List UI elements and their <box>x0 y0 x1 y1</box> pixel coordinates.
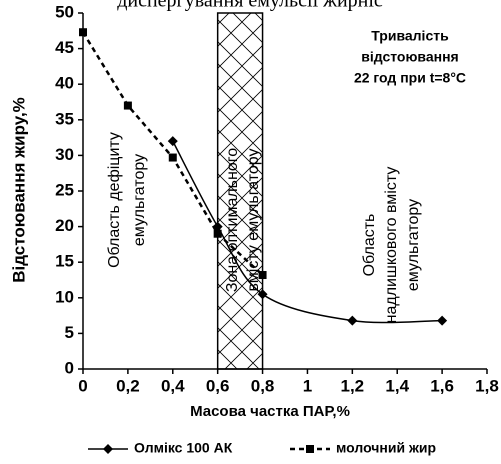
y-tick-label: 25 <box>55 180 74 199</box>
y-tick-label: 5 <box>65 323 74 342</box>
y-tick-label: 20 <box>55 216 74 235</box>
x-tick-label: 1,2 <box>341 376 365 395</box>
data-point <box>257 289 268 300</box>
zone <box>216 12 264 370</box>
x-tick-label: 1,6 <box>430 376 454 395</box>
y-tick-label: 40 <box>55 74 74 93</box>
annotation: Зона оптимального <box>224 148 241 292</box>
annotation: Область дефіциту <box>106 132 123 268</box>
y-tick-label: 50 <box>55 2 74 21</box>
annotation: емульгатору <box>131 154 148 246</box>
series-line <box>172 140 443 324</box>
data-point <box>79 28 87 37</box>
data-point <box>167 136 178 147</box>
annotation: Область <box>361 214 378 277</box>
y-tick-label: 35 <box>55 109 74 128</box>
data-point <box>258 271 267 280</box>
x-axis-label: Масова частка ПАР,% <box>190 403 350 420</box>
x-tick-label: 1,4 <box>385 376 409 395</box>
annotation: надлишкового вмісту <box>383 167 400 324</box>
x-tick-label: 0,4 <box>161 376 185 395</box>
data-point <box>437 315 448 326</box>
legend-marker <box>103 444 113 454</box>
annotation: емульгатору <box>405 199 422 291</box>
x-tick-label: 1 <box>303 376 312 395</box>
y-axis-label: Відстоювання жиру,% <box>9 97 28 283</box>
x-tick-label: 1,8 <box>475 376 499 395</box>
x-tick-label: 0,2 <box>116 376 140 395</box>
annotation: вмісту емульгатору <box>245 148 262 291</box>
legend-label: молочний жир <box>336 440 436 456</box>
y-tick-label: 15 <box>55 252 74 271</box>
x-tick-label: 0,6 <box>206 376 230 395</box>
data-point <box>213 229 222 238</box>
x-tick-label: 0 <box>78 376 87 395</box>
y-tick-label: 10 <box>55 287 74 306</box>
y-tick-label: 30 <box>55 145 74 164</box>
note: Тривалість <box>371 28 449 44</box>
data-point <box>347 315 358 326</box>
chart-title: диспергування емульсії жирніс <box>117 0 383 12</box>
x-tick-label: 0,8 <box>251 376 275 395</box>
y-tick-label: 0 <box>65 358 74 377</box>
note: відстоювання <box>361 49 458 65</box>
data-point <box>168 153 177 162</box>
data-point <box>123 101 132 110</box>
y-tick-label: 45 <box>55 38 74 57</box>
note: 22 год при t=8°C <box>354 70 466 86</box>
legend-label: Олмікс 100 АК <box>134 440 233 456</box>
legend-marker <box>306 445 314 453</box>
